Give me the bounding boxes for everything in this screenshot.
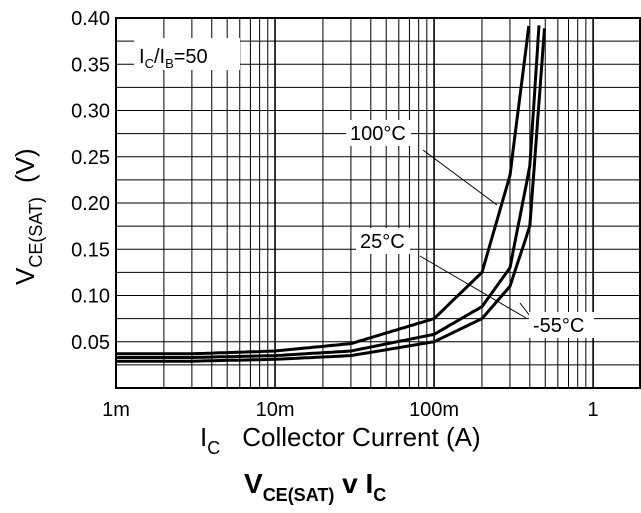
- series-label-1: 25°C: [360, 231, 405, 253]
- condition-box: [134, 38, 240, 70]
- x-tick-label: 1: [588, 399, 599, 421]
- series-label-bg-1: [356, 228, 410, 254]
- y-tick-label: 0.35: [71, 54, 110, 76]
- x-tick-label: 1m: [102, 399, 130, 421]
- series-curves: [116, 25, 546, 363]
- series-label-0: 100°C: [350, 123, 406, 145]
- series-line-0: [116, 25, 531, 356]
- y-tick-label: 0.05: [71, 332, 110, 354]
- y-tick-label: 0.10: [71, 286, 110, 308]
- leader-line-1: [419, 255, 527, 319]
- condition-label: IC/IB=50: [139, 46, 208, 71]
- series-labels: 100°C 25°C -55°C: [346, 120, 594, 338]
- series-line-1: [116, 25, 541, 359]
- y-axis-label: VCE(SAT)(V): [10, 148, 46, 285]
- series-label-bg-2: [529, 312, 594, 338]
- series-label-2: -55°C: [533, 315, 584, 337]
- y-tick-label: 0.40: [71, 8, 110, 30]
- series-label-bg-0: [346, 120, 411, 146]
- x-tick-labels: 1m 10m 100m 1: [102, 399, 599, 421]
- chart-title: VCE(SAT) v IC: [244, 468, 386, 505]
- y-tick-label: 0.15: [71, 239, 110, 261]
- x-tick-label: 10m: [256, 399, 295, 421]
- series-line-2: [116, 28, 546, 363]
- leader-line-0: [422, 149, 498, 206]
- y-tick-label: 0.30: [71, 101, 110, 123]
- y-tick-label: 0.25: [71, 147, 110, 169]
- plot-frame: [115, 17, 641, 389]
- y-tick-label: 0.20: [71, 193, 110, 215]
- y-tick-labels: 0.05 0.10 0.15 0.20 0.25 0.30 0.35 0.40: [71, 8, 110, 354]
- x-axis-label: IC Collector Current (A): [200, 422, 481, 458]
- x-tick-label: 100m: [409, 399, 459, 421]
